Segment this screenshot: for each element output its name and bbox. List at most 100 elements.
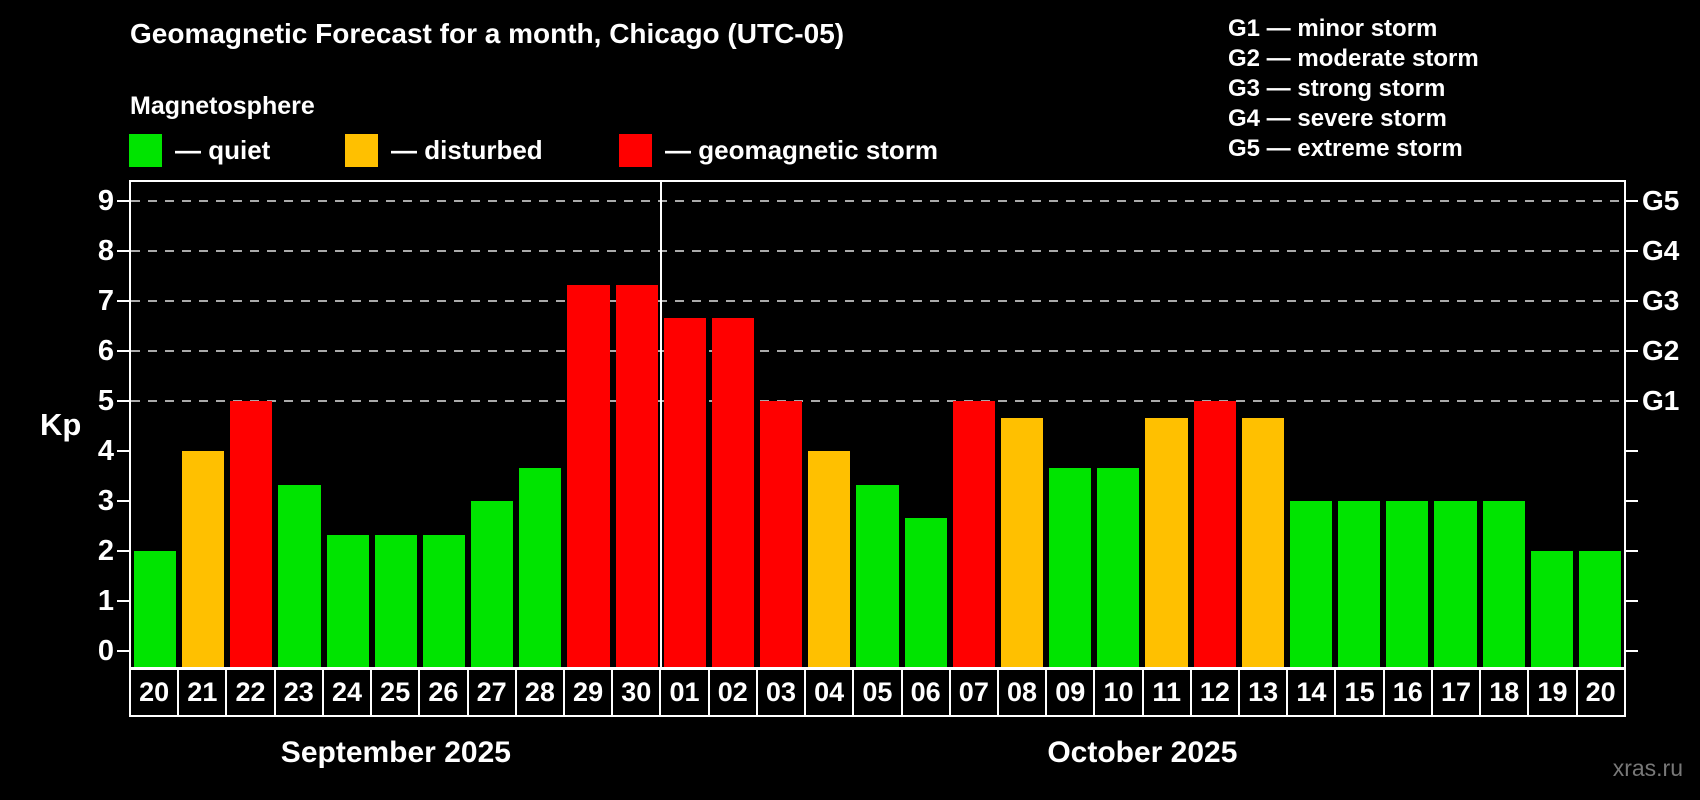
left-tick-5 <box>117 400 129 402</box>
legend-label-storm: — geomagnetic storm <box>665 134 939 165</box>
right-tick-6 <box>1626 350 1638 352</box>
day-cell-22: 22 <box>227 670 276 715</box>
g-axis-label-g2: G2 <box>1642 335 1680 366</box>
day-cell-06: 06 <box>903 670 951 715</box>
day-cell-13: 13 <box>1240 670 1289 715</box>
bar-day-20 <box>134 551 177 667</box>
day-cell-30: 30 <box>613 670 662 715</box>
chart-subtitle: Magnetosphere <box>130 92 315 120</box>
gridline-kp9 <box>131 200 1624 202</box>
y-tick-label-4: 4 <box>97 435 114 467</box>
g-legend-line-g2: G2 — moderate storm <box>1228 45 1479 72</box>
bar-day-14 <box>1289 501 1333 667</box>
day-cell-20: 20 <box>1585 677 1616 707</box>
day-cell-17: 17 <box>1433 670 1482 715</box>
day-cell-16: 16 <box>1385 670 1433 715</box>
bar-day-02 <box>711 317 755 667</box>
bar-day-11 <box>1145 417 1188 667</box>
right-tick-7 <box>1626 300 1638 302</box>
bar-day-17 <box>1434 501 1477 667</box>
day-cell-01: 01 <box>661 670 710 715</box>
bar-day-24 <box>326 534 369 667</box>
right-tick-2 <box>1626 550 1638 552</box>
y-tick-label-2: 2 <box>97 535 114 567</box>
day-cell-18: 18 <box>1481 670 1530 715</box>
bar-day-27 <box>471 501 514 667</box>
bar-day-19 <box>1530 551 1573 667</box>
gridline-kp6 <box>131 350 1624 352</box>
day-cell-27: 27 <box>469 670 517 715</box>
left-tick-4 <box>117 450 129 452</box>
bar-day-21 <box>182 451 225 667</box>
y-tick-label-3: 3 <box>97 485 114 517</box>
bar-day-07 <box>952 401 995 667</box>
day-cell-21: 21 <box>179 670 228 715</box>
right-tick-3 <box>1626 500 1638 502</box>
left-tick-7 <box>117 300 129 302</box>
day-cell-15: 15 <box>1336 670 1385 715</box>
y-tick-label-9: 9 <box>97 185 114 217</box>
g-axis-label-g4: G4 <box>1642 235 1680 266</box>
right-tick-0 <box>1626 650 1638 652</box>
y-tick-label-5: 5 <box>97 385 114 417</box>
day-cell-19: 19 <box>1529 670 1578 715</box>
bar-day-01 <box>663 317 706 667</box>
quiet-color-swatch <box>129 133 162 167</box>
month-label-0: September 2025 <box>280 736 511 769</box>
right-tick-9 <box>1626 200 1638 202</box>
day-cell-02: 02 <box>710 670 758 715</box>
left-tick-1 <box>117 600 129 602</box>
right-tick-1 <box>1626 600 1638 602</box>
day-cell-07: 07 <box>951 670 999 715</box>
bar-day-03 <box>760 401 803 667</box>
g-legend-line-g1: G1 — minor storm <box>1228 15 1438 42</box>
left-tick-9 <box>117 200 129 202</box>
day-cell-11: 11 <box>1144 670 1192 715</box>
bar-day-25 <box>374 534 417 667</box>
day-cell-04: 04 <box>806 670 855 715</box>
month-divider <box>659 182 662 667</box>
right-tick-8 <box>1626 250 1638 252</box>
day-cell-12: 12 <box>1192 670 1241 715</box>
bar-day-09 <box>1049 467 1092 667</box>
day-cell-29: 29 <box>565 670 614 715</box>
right-tick-5 <box>1626 400 1638 402</box>
watermark: xras.ru <box>1612 755 1683 781</box>
y-tick-label-6: 6 <box>97 335 114 367</box>
legend-label-quiet: — quiet <box>175 134 271 165</box>
left-tick-6 <box>117 350 129 352</box>
day-cell-09: 09 <box>1047 670 1096 715</box>
day-cell-08: 08 <box>999 670 1048 715</box>
g-axis-label-g5: G5 <box>1642 185 1680 216</box>
day-cell-25: 25 <box>372 670 421 715</box>
gridline-kp5 <box>131 400 1624 402</box>
bar-day-04 <box>808 451 851 667</box>
y-axis-label: Kp <box>40 407 82 442</box>
bar-day-23 <box>278 484 321 667</box>
bar-day-28 <box>519 467 562 667</box>
legend-item-quiet: — quiet <box>129 133 270 167</box>
left-tick-2 <box>117 550 129 552</box>
bar-day-08 <box>1000 417 1044 667</box>
g-legend-line-g4: G4 — severe storm <box>1228 105 1447 132</box>
bar-day-18 <box>1482 501 1525 667</box>
g-legend-line-g5: G5 — extreme storm <box>1228 135 1463 162</box>
gridline-kp8 <box>131 250 1624 252</box>
y-tick-label-8: 8 <box>97 235 114 267</box>
disturbed-color-swatch <box>345 133 378 167</box>
g-axis-label-g1: G1 <box>1642 385 1680 416</box>
left-tick-3 <box>117 500 129 502</box>
g-legend-line-g3: G3 — strong storm <box>1228 75 1446 102</box>
left-tick-8 <box>117 250 129 252</box>
bar-day-12 <box>1193 401 1236 667</box>
bar-day-20 <box>1578 551 1621 667</box>
legend-item-storm: — geomagnetic storm <box>619 133 938 167</box>
legend-label-disturbed: — disturbed <box>391 134 543 165</box>
bar-day-06 <box>904 517 947 667</box>
bar-day-26 <box>422 534 466 667</box>
bar-day-16 <box>1386 501 1429 667</box>
y-tick-label-0: 0 <box>97 635 114 667</box>
bar-day-10 <box>1097 467 1140 667</box>
day-cell-03: 03 <box>758 670 807 715</box>
